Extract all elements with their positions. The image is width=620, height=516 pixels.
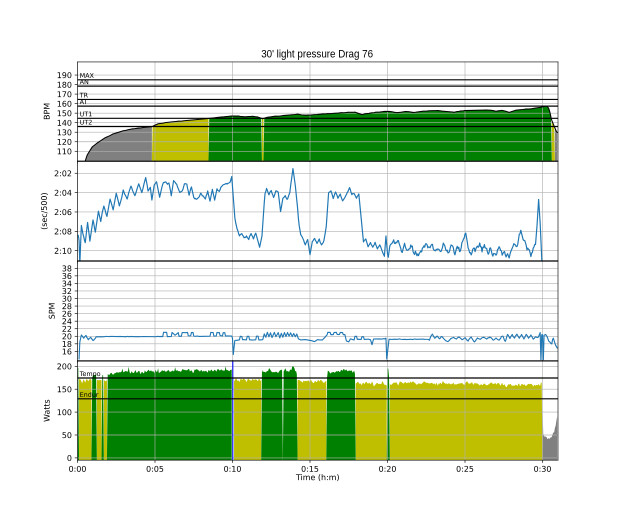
- svg-text:30' light pressure Drag 76: 30' light pressure Drag 76: [261, 48, 373, 61]
